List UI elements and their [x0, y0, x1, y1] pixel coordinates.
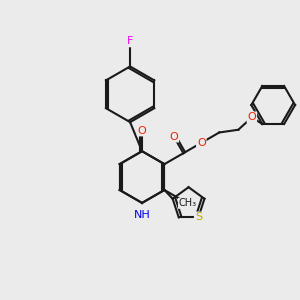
Text: O: O: [197, 138, 206, 148]
Text: S: S: [195, 212, 202, 222]
Text: O: O: [169, 132, 178, 142]
Text: CH₃: CH₃: [178, 198, 196, 208]
Text: NH: NH: [134, 210, 150, 220]
Text: O: O: [248, 112, 256, 122]
Text: O: O: [138, 125, 146, 136]
Text: F: F: [127, 36, 133, 46]
